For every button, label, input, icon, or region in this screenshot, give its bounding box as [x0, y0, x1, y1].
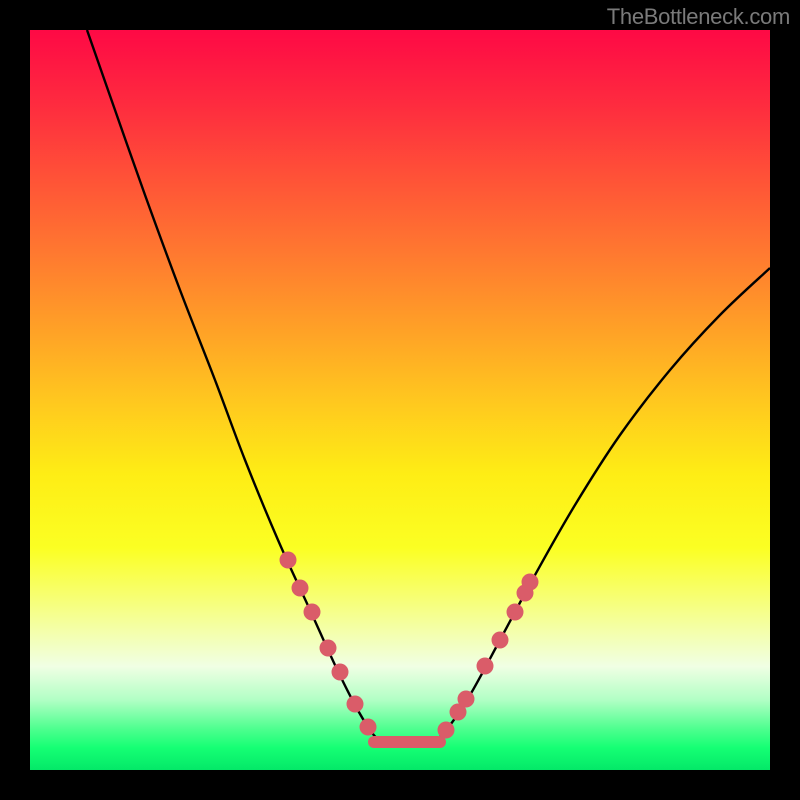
marker-dot [438, 722, 455, 739]
watermark-text: TheBottleneck.com [607, 4, 790, 30]
markers-left-group [280, 552, 377, 736]
chart-plot-area [30, 30, 770, 770]
curve-left-branch [87, 30, 380, 742]
marker-dot [477, 658, 494, 675]
marker-dot [507, 604, 524, 621]
marker-dot [292, 580, 309, 597]
marker-dot [280, 552, 297, 569]
marker-dot [332, 664, 349, 681]
chart-curve-layer [30, 30, 770, 770]
marker-dot [458, 691, 475, 708]
marker-dot [492, 632, 509, 649]
marker-dot [304, 604, 321, 621]
marker-dot [522, 574, 539, 591]
marker-dot [360, 719, 377, 736]
marker-dot [320, 640, 337, 657]
marker-dot [347, 696, 364, 713]
markers-right-group [438, 574, 539, 739]
